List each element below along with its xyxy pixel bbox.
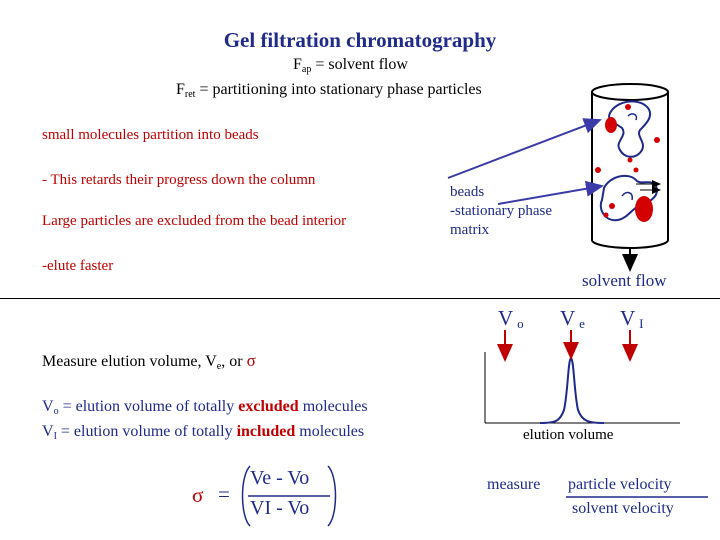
beads-label-line: beads	[450, 184, 485, 200]
page-title: Gel filtration chromatography	[223, 28, 497, 52]
vi-def-letter: V	[42, 423, 54, 440]
fap-definition: = solvent flow	[311, 56, 408, 73]
vo-definition: Vo = elution volume of totally excluded …	[42, 398, 368, 417]
partition-pointer-arrow	[447, 118, 602, 179]
vo-subscript: o	[517, 316, 524, 331]
velocity-prefix: measure	[487, 476, 541, 493]
fret-equation: Fret = partitioning into stationary phas…	[176, 81, 482, 100]
small-molecule	[603, 212, 609, 218]
elution-peak	[539, 356, 605, 424]
chromatogram-axes	[484, 352, 680, 424]
fap-equation: Fap = solvent flow	[293, 56, 408, 75]
vi-def-subscript: I	[53, 431, 57, 442]
small-molecule	[595, 167, 601, 173]
beads-pointer-arrow	[497, 180, 604, 205]
large-particle	[635, 196, 653, 222]
porous-bead-shape	[599, 174, 658, 222]
elution-volume-label: elution volume	[523, 427, 614, 443]
vi-def-text: = elution volume of totally	[56, 423, 237, 440]
vo-def-text: = elution volume of totally	[58, 398, 239, 415]
beads-label: beads -stationary phase matrix	[450, 183, 552, 240]
vo-def-keyword: excluded	[238, 398, 299, 415]
fret-definition: = partitioning into stationary phase par…	[195, 81, 482, 98]
sigma-left-paren	[241, 465, 251, 527]
small-molecule	[609, 203, 615, 209]
vi-def-tail: molecules	[295, 423, 365, 440]
velocity-denominator: solvent velocity	[572, 500, 674, 517]
ve-subscript: e	[579, 316, 585, 331]
measure-mid: , or	[221, 353, 247, 370]
vo-def-subscript: o	[53, 406, 59, 417]
ve-letter: V	[560, 306, 576, 330]
large-particle	[605, 117, 617, 133]
beads-label-line: -stationary phase	[450, 203, 553, 219]
bead-pore	[627, 113, 638, 121]
fap-subscript: ap	[301, 64, 312, 75]
small-molecule	[627, 157, 633, 163]
bead-pore	[621, 191, 634, 201]
sigma-lhs: σ	[192, 483, 204, 507]
bullet-large-particles: Large particles are excluded from the be…	[42, 213, 347, 229]
solvent-flow-label: solvent flow	[582, 271, 667, 290]
velocity-numerator: particle velocity	[568, 476, 672, 493]
sigma-numerator: Ve - Vo	[250, 467, 310, 489]
divider-line	[0, 298, 720, 299]
fret-subscript: ret	[184, 89, 196, 100]
porous-bead-shape	[608, 100, 652, 158]
beads-label-line: matrix	[450, 222, 490, 238]
small-molecule	[633, 167, 639, 173]
measure-text: Measure elution volume, V	[42, 353, 217, 370]
sigma-equals: =	[218, 482, 230, 506]
vo-def-letter: V	[42, 398, 54, 415]
sigma-right-paren	[327, 465, 337, 527]
vi-def-keyword: included	[236, 423, 296, 440]
fret-symbol: F	[176, 81, 185, 98]
sigma-symbol: σ	[246, 351, 256, 370]
vo-letter: V	[498, 306, 514, 330]
measure-subscript: e	[216, 361, 222, 372]
vi-definition: VI = elution volume of totally included …	[42, 423, 364, 442]
measure-line: Measure elution volume, Ve, or σ	[42, 351, 256, 372]
vi-subscript: I	[639, 316, 644, 331]
vi-letter: V	[620, 306, 636, 330]
bullet-small-molecules: small molecules partition into beads	[42, 127, 259, 143]
fap-symbol: F	[293, 56, 302, 73]
vo-def-tail: molecules	[298, 398, 368, 415]
bullet-retards: - This retards their progress down the c…	[42, 172, 316, 188]
small-molecule	[625, 104, 631, 110]
sigma-denominator: VI - Vo	[250, 497, 310, 519]
small-molecule	[654, 137, 660, 143]
bullet-elute-faster: -elute faster	[42, 258, 114, 274]
